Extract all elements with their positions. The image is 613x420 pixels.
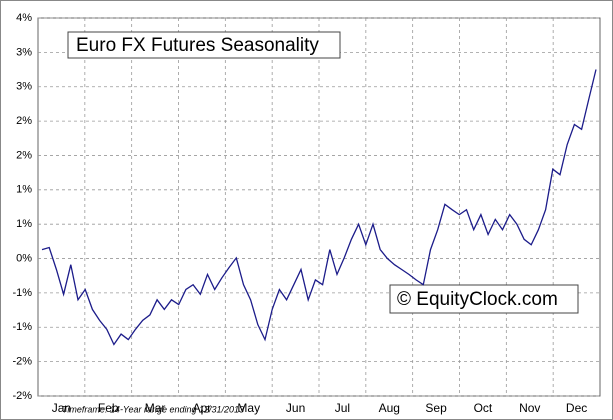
y-tick-label: -1% <box>12 287 32 299</box>
x-tick-label: Jun <box>286 401 305 415</box>
footnote: Timeframe: 14-Year range ending 12/31/20… <box>62 404 244 414</box>
x-tick-label: Dec <box>566 401 587 415</box>
watermark: © EquityClock.com <box>397 289 558 310</box>
y-tick-label: -2% <box>12 356 32 368</box>
x-tick-label: May <box>237 401 260 415</box>
series-line <box>41 69 597 346</box>
y-tick-label: 1% <box>16 218 32 230</box>
x-tick-label: Jul <box>335 401 350 415</box>
x-tick-label: Aug <box>379 401 400 415</box>
grid <box>38 17 600 397</box>
chart-title: Euro FX Futures Seasonality <box>76 35 319 56</box>
y-tick-label: -1% <box>12 321 32 333</box>
y-tick-label: 3% <box>16 81 32 93</box>
watermark-box <box>389 284 579 314</box>
y-tick-label: -2% <box>12 390 32 402</box>
x-tick-label: Apr <box>193 401 212 415</box>
x-tick-label: Feb <box>98 401 119 415</box>
y-tick-label: 2% <box>16 149 32 161</box>
x-tick-label: Jan <box>52 401 71 415</box>
y-tick-label: 4% <box>16 12 32 24</box>
y-tick-label: 0% <box>16 252 32 264</box>
y-tick-label: 3% <box>16 46 32 58</box>
x-tick-label: Sep <box>425 401 447 415</box>
y-tick-label: 1% <box>16 184 32 196</box>
x-tick-label: Nov <box>519 401 540 415</box>
x-tick-label: Oct <box>474 401 493 415</box>
y-tick-label: 2% <box>16 115 32 127</box>
x-tick-label: Mar <box>145 401 166 415</box>
title-box <box>67 31 341 59</box>
